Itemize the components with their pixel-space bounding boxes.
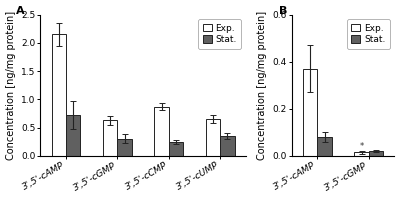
- Legend: Exp., Stat.: Exp., Stat.: [347, 19, 390, 49]
- Text: A: A: [16, 6, 24, 16]
- Bar: [354, 152, 369, 156]
- Bar: [154, 107, 169, 156]
- Bar: [52, 34, 66, 156]
- Bar: [303, 69, 317, 156]
- Text: B: B: [279, 6, 288, 16]
- Bar: [317, 137, 332, 156]
- Y-axis label: Concentration [ng/mg protein]: Concentration [ng/mg protein]: [257, 11, 267, 160]
- Bar: [369, 151, 383, 156]
- Bar: [117, 139, 132, 156]
- Legend: Exp., Stat.: Exp., Stat.: [198, 19, 241, 49]
- Bar: [169, 142, 183, 156]
- Bar: [206, 119, 220, 156]
- Text: *: *: [360, 142, 364, 151]
- Bar: [66, 115, 80, 156]
- Bar: [220, 136, 234, 156]
- Bar: [103, 120, 117, 156]
- Y-axis label: Concentration [ng/mg protein]: Concentration [ng/mg protein]: [6, 11, 16, 160]
